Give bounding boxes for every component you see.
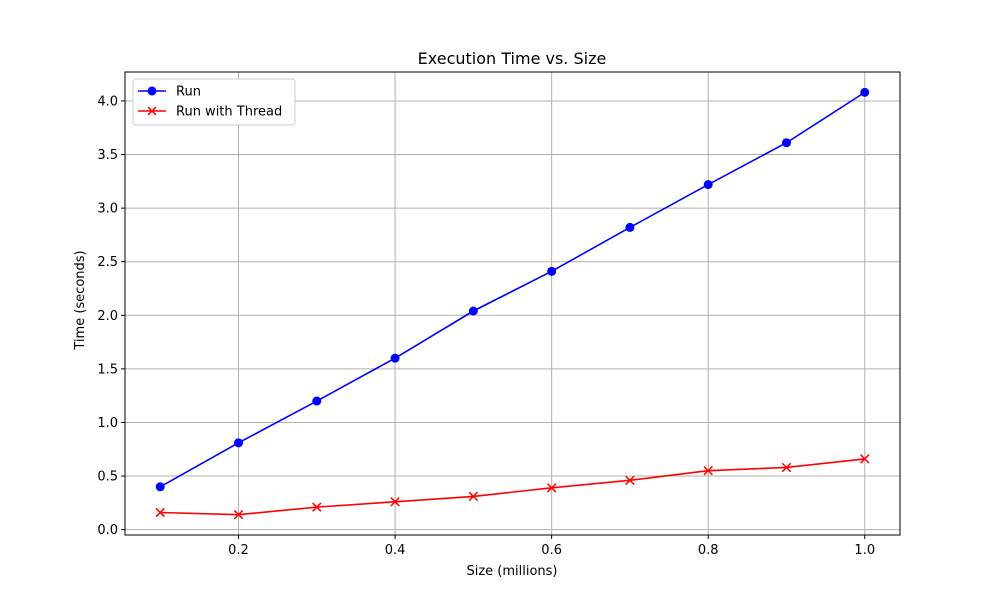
series-run [155, 87, 870, 492]
legend-label: Run [176, 85, 201, 100]
series-line [159, 91, 866, 488]
data-point [468, 491, 479, 502]
data-point-stroke [860, 454, 870, 464]
x-tick-label: 0.8 [698, 543, 719, 558]
data-point [546, 483, 557, 493]
data-point [625, 475, 635, 486]
legend: Run Run with Thread [132, 78, 296, 126]
data-point [860, 454, 870, 464]
data-point-stroke [312, 502, 322, 512]
y-tick-label: 1.5 [97, 362, 118, 377]
data-point [312, 396, 322, 406]
grid-lines [125, 72, 900, 535]
data-point [781, 138, 791, 148]
data-point [390, 497, 400, 507]
data-point [312, 502, 322, 512]
x-tick-label: 1.0 [854, 543, 875, 558]
data-point-stroke [781, 462, 792, 473]
x-axis-label: Size (millions) [466, 564, 557, 579]
y-tick-label: 0.5 [97, 470, 118, 485]
data-point [547, 266, 557, 276]
data-point-stroke [155, 507, 165, 518]
plot-frame [124, 71, 901, 536]
data-point [703, 465, 713, 476]
series-line [160, 458, 865, 516]
data-point-stroke [546, 483, 557, 493]
chart-title: Execution Time vs. Size [418, 49, 607, 68]
data-point [234, 438, 244, 448]
data-point [233, 509, 244, 520]
x-tick-label: 0.2 [228, 543, 249, 558]
data-point [468, 306, 478, 316]
data-point [155, 482, 165, 492]
series-run-with-thread [155, 454, 870, 520]
data-point-stroke [390, 497, 400, 507]
legend-box [132, 78, 296, 126]
data-point-stroke [625, 475, 635, 486]
data-point [625, 222, 635, 232]
data-point-stroke [703, 465, 713, 476]
data-series [155, 87, 870, 520]
data-point [155, 507, 165, 518]
y-tick-label: 0.0 [97, 523, 118, 538]
x-tick-label: 0.4 [385, 543, 406, 558]
data-point-stroke [468, 491, 479, 502]
data-point-stroke [233, 509, 244, 520]
legend-label: Run with Thread [176, 105, 282, 120]
legend-marker [147, 86, 157, 96]
data-point [390, 353, 400, 363]
data-point [860, 87, 870, 97]
axis-ticks: 0.2 0.4 0.6 0.8 1.0 0.0 0.5 1.0 1.5 2.0 2.5 3.0 3.5 4… [97, 94, 875, 558]
y-tick-label: 4.0 [97, 94, 118, 109]
y-tick-label: 3.5 [97, 148, 118, 163]
legend-marker [147, 106, 157, 116]
x-tick-label: 0.6 [541, 543, 562, 558]
y-tick-label: 2.0 [97, 309, 118, 324]
y-tick-label: 1.0 [97, 416, 118, 431]
data-point [781, 462, 792, 473]
y-tick-label: 3.0 [97, 202, 118, 217]
y-tick-label: 2.5 [97, 255, 118, 270]
data-point [703, 180, 713, 190]
y-axis-label: Time (seconds) [73, 250, 88, 350]
legend-item: Run [138, 85, 201, 100]
legend-item: Run with Thread [138, 105, 282, 120]
